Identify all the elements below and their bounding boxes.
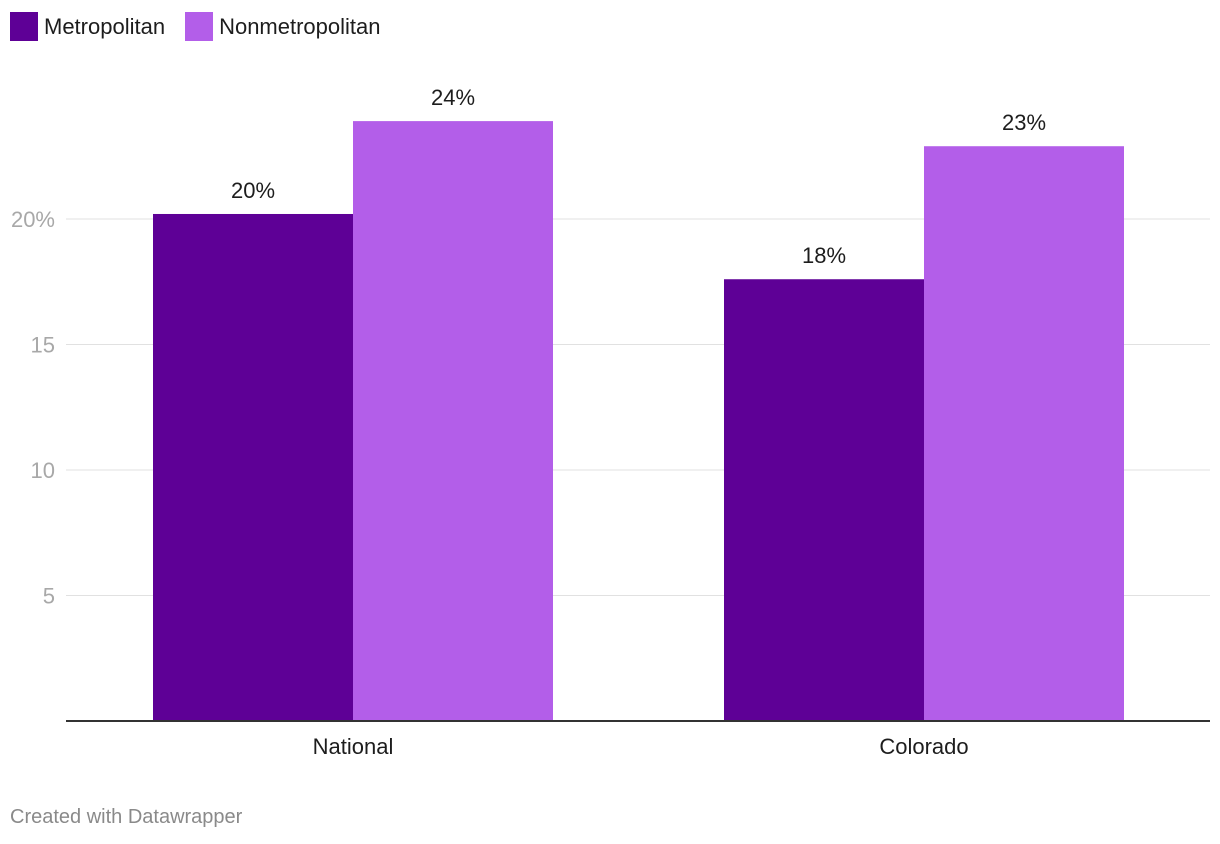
legend-swatch-nonmetropolitan: [185, 12, 214, 41]
legend-item-metropolitan: Metropolitan: [10, 12, 165, 41]
x-category-label-national: National: [313, 734, 394, 759]
y-tick-label-10: 10: [31, 458, 55, 483]
value-label-national-metropolitan: 20%: [231, 178, 275, 203]
y-tick-label-20: 20%: [11, 207, 55, 232]
value-label-national-nonmetropolitan: 24%: [431, 85, 475, 110]
bar-colorado-nonmetropolitan: [924, 146, 1124, 721]
y-tick-label-5: 5: [43, 584, 55, 609]
legend-swatch-metropolitan: [10, 12, 38, 41]
x-category-label-colorado: Colorado: [879, 734, 968, 759]
legend-label-nonmetropolitan: Nonmetropolitan: [219, 13, 381, 39]
bar-colorado-metropolitan: [724, 279, 924, 721]
legend-label-metropolitan: Metropolitan: [44, 13, 166, 39]
bar-national-metropolitan: [153, 213, 353, 722]
value-label-colorado-metropolitan: 18%: [802, 243, 846, 268]
footer-credit: Created with Datawrapper: [10, 806, 243, 828]
y-tick-label-15: 15: [31, 333, 55, 358]
value-label-colorado-nonmetropolitan: 23%: [1002, 110, 1046, 135]
bar-national-nonmetropolitan: [353, 121, 553, 722]
legend-item-nonmetropolitan: Nonmetropolitan: [185, 12, 381, 41]
legend: Metropolitan Nonmetropolitan: [10, 12, 401, 41]
